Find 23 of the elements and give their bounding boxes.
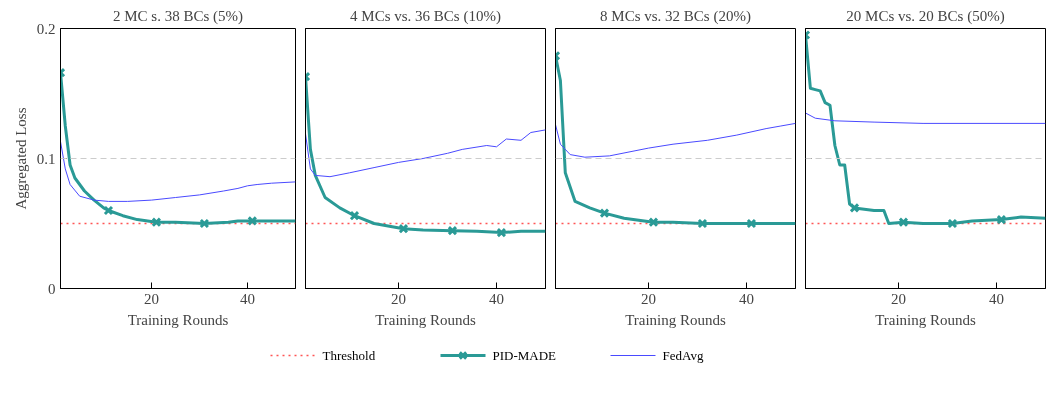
x-axis-title: Training Rounds — [375, 311, 477, 328]
x-tick-label: 20 — [891, 290, 907, 307]
chart-title: 20 MCs vs. 20 BCs (50%) — [846, 7, 1005, 25]
x-tick-label: 20 — [144, 290, 160, 307]
chart-title: 8 MCs vs. 32 BCs (20%) — [600, 7, 751, 25]
y-tick-label: 0.1 — [36, 150, 56, 167]
legend-label: Threshold — [322, 348, 376, 363]
x-tick-label: 20 — [641, 290, 657, 307]
x-tick-label: 40 — [739, 290, 755, 307]
x-tick-label: 20 — [391, 290, 407, 307]
chart-title: 4 MCs vs. 36 BCs (10%) — [350, 7, 501, 25]
y-axis-title: Aggregated Loss — [12, 107, 29, 210]
x-tick-label: 40 — [240, 290, 256, 307]
legend-label: PID-MADE — [492, 348, 557, 363]
x-axis-title: Training Rounds — [127, 311, 229, 328]
chart-title: 2 MC s. 38 BCs (5%) — [112, 7, 244, 25]
y-tick-label: 0.2 — [36, 20, 56, 37]
legend-label: FedAvg — [662, 348, 704, 363]
x-tick-label: 40 — [489, 290, 505, 307]
y-tick-label: 0 — [48, 280, 56, 297]
x-tick-label: 40 — [989, 290, 1005, 307]
x-axis-title: Training Rounds — [625, 311, 727, 328]
x-axis-title: Training Rounds — [875, 311, 977, 328]
